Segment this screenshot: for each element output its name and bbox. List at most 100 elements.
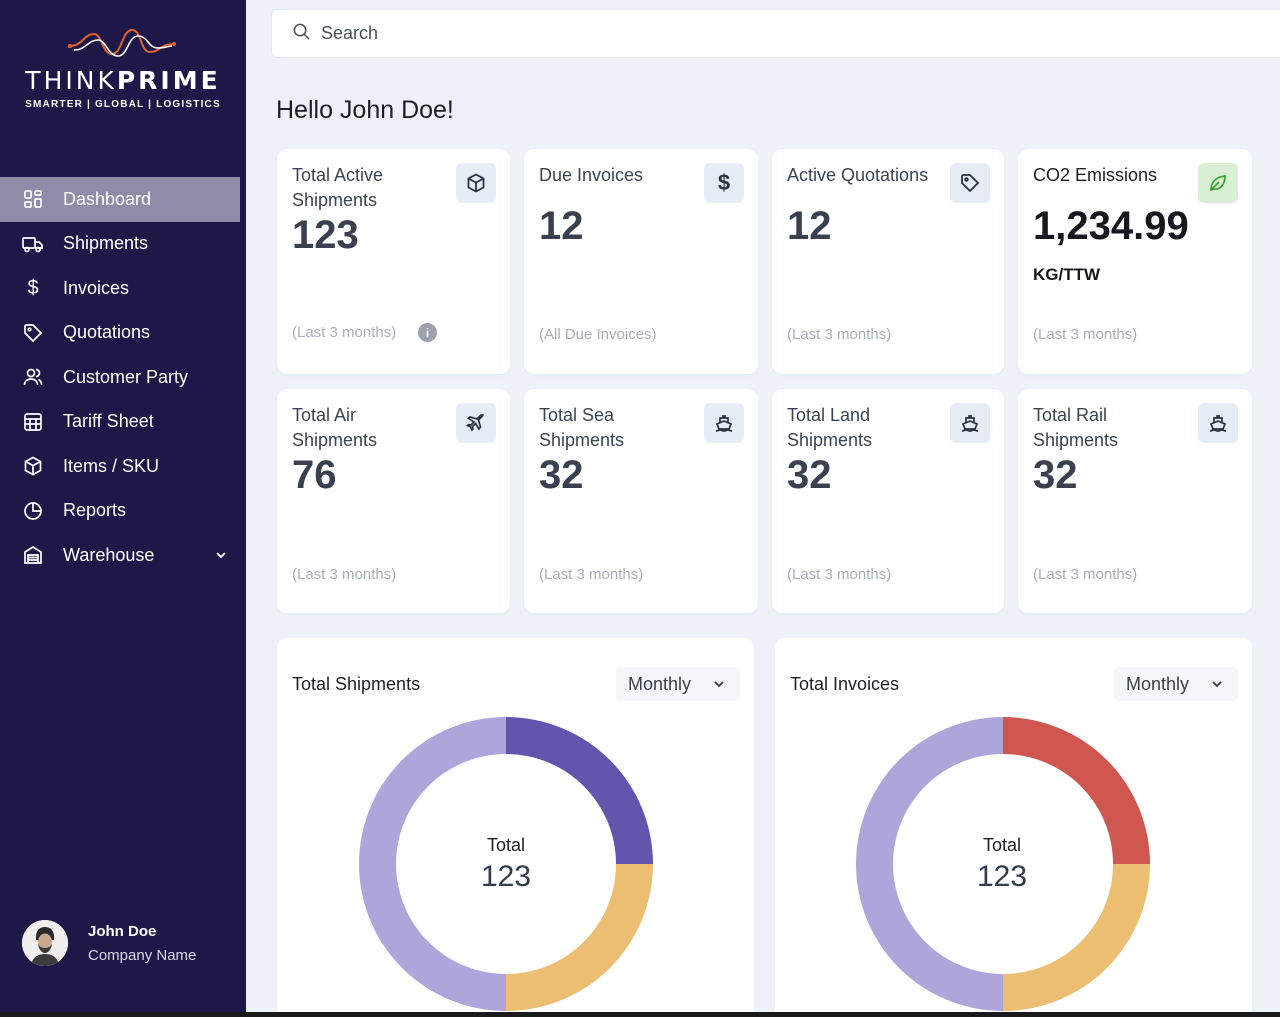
search-bar[interactable]: Search [271, 9, 1280, 58]
chevron-down-icon [1210, 675, 1224, 696]
dashboard-grid-icon [22, 188, 44, 210]
logo-wave-icon [68, 28, 176, 57]
donut-slice-0[interactable] [1003, 717, 1150, 864]
chevron-down-icon[interactable] [214, 546, 228, 567]
sidebar: THINKPRIME SMARTER | GLOBAL | LOGISTICS … [0, 0, 246, 1012]
donut-slice-1[interactable] [1003, 864, 1150, 1011]
donut-slice-1[interactable] [506, 864, 653, 1011]
card-total-rail-shipments[interactable]: Total Rail Shipments 32 (Last 3 months) [1018, 389, 1252, 613]
sidebar-item-label: Invoices [63, 277, 130, 298]
ship-icon [1198, 403, 1238, 443]
card-period: (Last 3 months) [787, 326, 892, 343]
avatar[interactable] [22, 920, 68, 966]
card-value: 1,234.99 [1033, 204, 1189, 248]
sidebar-item-items-sku[interactable]: Items / SKU [0, 444, 246, 489]
donut-slice-2[interactable] [856, 717, 1003, 1011]
brand-logo[interactable]: THINKPRIME SMARTER | GLOBAL | LOGISTICS [0, 24, 246, 110]
card-value: 12 [539, 204, 584, 248]
chevron-down-icon [712, 675, 726, 696]
users-icon [22, 366, 44, 388]
card-label: CO2 Emissions [1033, 165, 1158, 185]
user-name: John Doe [88, 922, 157, 940]
sidebar-nav: Dashboard Shipments $ Invoices Quotation… [0, 177, 246, 578]
chart-panel-total-invoices: Total Invoices Monthly Total 123 [775, 638, 1252, 1017]
card-value: 12 [787, 204, 832, 248]
table-icon [22, 411, 44, 433]
card-label: Active Quotations [787, 165, 929, 185]
sidebar-item-customer-party[interactable]: Customer Party [0, 355, 246, 400]
sidebar-item-dashboard[interactable]: Dashboard [0, 177, 240, 222]
card-total-land-shipments[interactable]: Total Land Shipments 32 (Last 3 months) [772, 389, 1004, 613]
search-input[interactable]: Search [321, 23, 379, 43]
card-total-sea-shipments[interactable]: Total Sea Shipments 32 (Last 3 months) [524, 389, 758, 613]
ship-icon [950, 403, 990, 443]
donut-slice-2[interactable] [359, 717, 506, 1011]
period-dropdown[interactable]: Monthly [616, 667, 740, 701]
chart-panel-total-shipments: Total Shipments Monthly Total 123 [277, 638, 754, 1017]
chart-title: Total Shipments [292, 674, 421, 694]
donut-chart [856, 717, 1150, 1011]
card-period: (Last 3 months) [539, 566, 644, 583]
user-profile[interactable]: John Doe Company Name [22, 920, 196, 966]
sidebar-item-label: Quotations [63, 322, 151, 343]
card-period: (Last 3 months) [787, 566, 892, 583]
sidebar-item-shipments[interactable]: Shipments [0, 222, 246, 267]
sidebar-item-label: Tariff Sheet [63, 411, 154, 432]
sidebar-item-label: Reports [63, 500, 127, 521]
user-company: Company Name [88, 946, 197, 964]
brand-name: THINKPRIME [25, 66, 221, 95]
card-co2-emissions[interactable]: CO2 Emissions 1,234.99 KG/TTW (Last 3 mo… [1018, 149, 1252, 374]
donut-chart [359, 717, 653, 1011]
box-icon [22, 455, 44, 477]
card-value: 32 [787, 453, 832, 497]
card-period: (Last 3 months) [1033, 566, 1138, 583]
sidebar-item-quotations[interactable]: Quotations [0, 311, 246, 356]
sidebar-item-tariff-sheet[interactable]: Tariff Sheet [0, 400, 246, 445]
box-icon [456, 163, 496, 203]
card-total-air-shipments[interactable]: Total Air Shipments 76 (Last 3 months) [277, 389, 510, 613]
dropdown-value: Monthly [1126, 673, 1190, 694]
leaf-icon [1198, 163, 1238, 203]
sidebar-item-label: Warehouse [63, 544, 155, 565]
donut-center-value: 123 [976, 860, 1028, 893]
card-active-quotations[interactable]: Active Quotations 12 (Last 3 months) [772, 149, 1004, 374]
chart-title: Total Invoices [790, 674, 900, 694]
donut-center-value: 123 [480, 860, 532, 893]
brand-tagline: SMARTER | GLOBAL | LOGISTICS [25, 99, 221, 110]
card-value: 76 [292, 453, 337, 497]
donut-center-label: Total 123 [902, 835, 1102, 894]
card-value: 32 [539, 453, 584, 497]
sidebar-item-label: Customer Party [63, 366, 189, 387]
sidebar-item-warehouse[interactable]: Warehouse [0, 533, 246, 578]
card-label: Total Air Shipments [292, 405, 378, 450]
card-total-active-shipments[interactable]: Total Active Shipments 123 (Last 3 months… [277, 149, 510, 374]
card-period: (Last 3 months) [292, 324, 397, 341]
warehouse-icon [22, 544, 44, 566]
card-label: Total Active Shipments [292, 165, 384, 210]
card-value: 123 [292, 213, 359, 257]
window-bottom-edge [0, 1012, 1280, 1017]
donut-center-caption: Total [982, 835, 1022, 855]
dollar-icon: $ [27, 276, 39, 299]
plane-icon [456, 403, 496, 443]
tag-icon [950, 163, 990, 203]
info-icon[interactable]: i [418, 323, 437, 342]
sidebar-item-label: Shipments [63, 233, 149, 254]
sidebar-item-reports[interactable]: Reports [0, 489, 246, 534]
card-due-invoices[interactable]: Due Invoices $ 12 (All Due Invoices) [524, 149, 758, 374]
period-dropdown[interactable]: Monthly [1114, 667, 1238, 701]
card-label: Due Invoices [539, 165, 644, 185]
sidebar-item-label: Items / SKU [63, 455, 160, 476]
card-value: 32 [1033, 453, 1078, 497]
sidebar-item-invoices[interactable]: $ Invoices [0, 266, 246, 311]
dropdown-value: Monthly [628, 673, 692, 694]
sidebar-item-label: Dashboard [63, 188, 152, 209]
card-label: Total Land Shipments [787, 405, 873, 450]
card-period: (Last 3 months) [1033, 326, 1138, 343]
card-unit: KG/TTW [1033, 265, 1101, 284]
page-greeting: Hello John Doe! [276, 96, 454, 124]
card-label: Total Sea Shipments [539, 405, 625, 450]
truck-icon [22, 233, 44, 255]
ship-icon [704, 403, 744, 443]
donut-slice-0[interactable] [506, 717, 653, 864]
